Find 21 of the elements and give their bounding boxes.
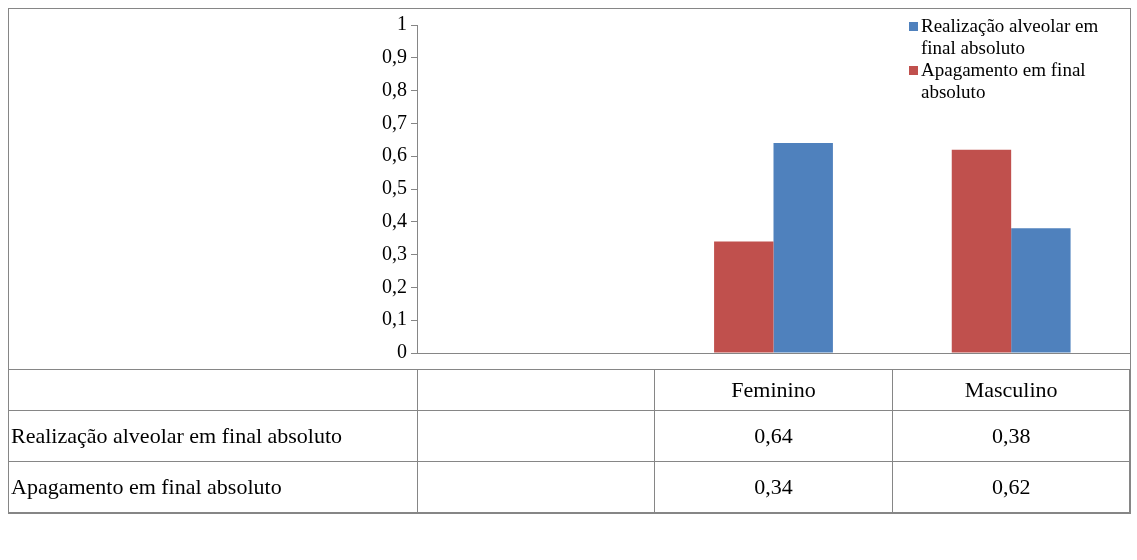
x-tick-label: Feminino bbox=[654, 369, 893, 411]
data-label: 0,64 bbox=[654, 410, 893, 462]
text: Realização alveolar em final absoluto bbox=[11, 423, 343, 448]
y-tick-label: 0,9 bbox=[382, 45, 407, 68]
y-tick-label: 0,4 bbox=[382, 209, 407, 232]
y-tick-label: 0,2 bbox=[382, 274, 407, 297]
y-tick-label: 0,5 bbox=[382, 176, 407, 199]
y-tick-label: 0,7 bbox=[382, 110, 407, 133]
legend-label: Realização alveolar em final absoluto bbox=[921, 15, 1100, 59]
y-tick-label: 1 bbox=[397, 12, 407, 35]
y-tick-label: 0,1 bbox=[382, 307, 407, 330]
x-tick-label: Masculino bbox=[892, 369, 1130, 411]
data-label: 0,62 bbox=[892, 461, 1130, 513]
y-tick-label: 0,6 bbox=[382, 143, 407, 166]
text: Apagamento em final absoluto bbox=[11, 474, 282, 499]
data-label: 0,34 bbox=[654, 461, 893, 513]
legend-label: Apagamento em final absoluto bbox=[921, 59, 1087, 103]
y-tick-label: 0,8 bbox=[382, 77, 407, 100]
y-tick-label: 0 bbox=[397, 340, 407, 363]
y-tick-label: 0,3 bbox=[382, 241, 407, 264]
data-label: 0,38 bbox=[892, 410, 1130, 462]
